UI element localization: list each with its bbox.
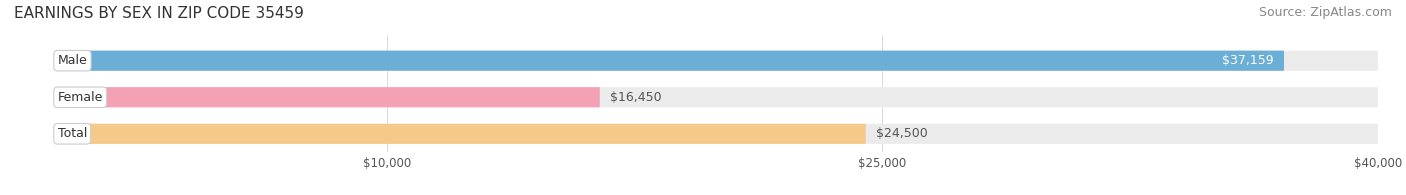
Text: Female: Female <box>58 91 103 104</box>
Text: $24,500: $24,500 <box>876 127 928 140</box>
Text: Male: Male <box>58 54 87 67</box>
FancyBboxPatch shape <box>56 51 1284 71</box>
FancyBboxPatch shape <box>56 87 600 107</box>
Text: $37,159: $37,159 <box>1222 54 1274 67</box>
Text: Total: Total <box>58 127 87 140</box>
FancyBboxPatch shape <box>56 51 1378 71</box>
Text: EARNINGS BY SEX IN ZIP CODE 35459: EARNINGS BY SEX IN ZIP CODE 35459 <box>14 6 304 21</box>
Text: Source: ZipAtlas.com: Source: ZipAtlas.com <box>1258 6 1392 19</box>
FancyBboxPatch shape <box>56 124 1378 144</box>
Text: $16,450: $16,450 <box>610 91 662 104</box>
FancyBboxPatch shape <box>56 87 1378 107</box>
FancyBboxPatch shape <box>56 124 866 144</box>
